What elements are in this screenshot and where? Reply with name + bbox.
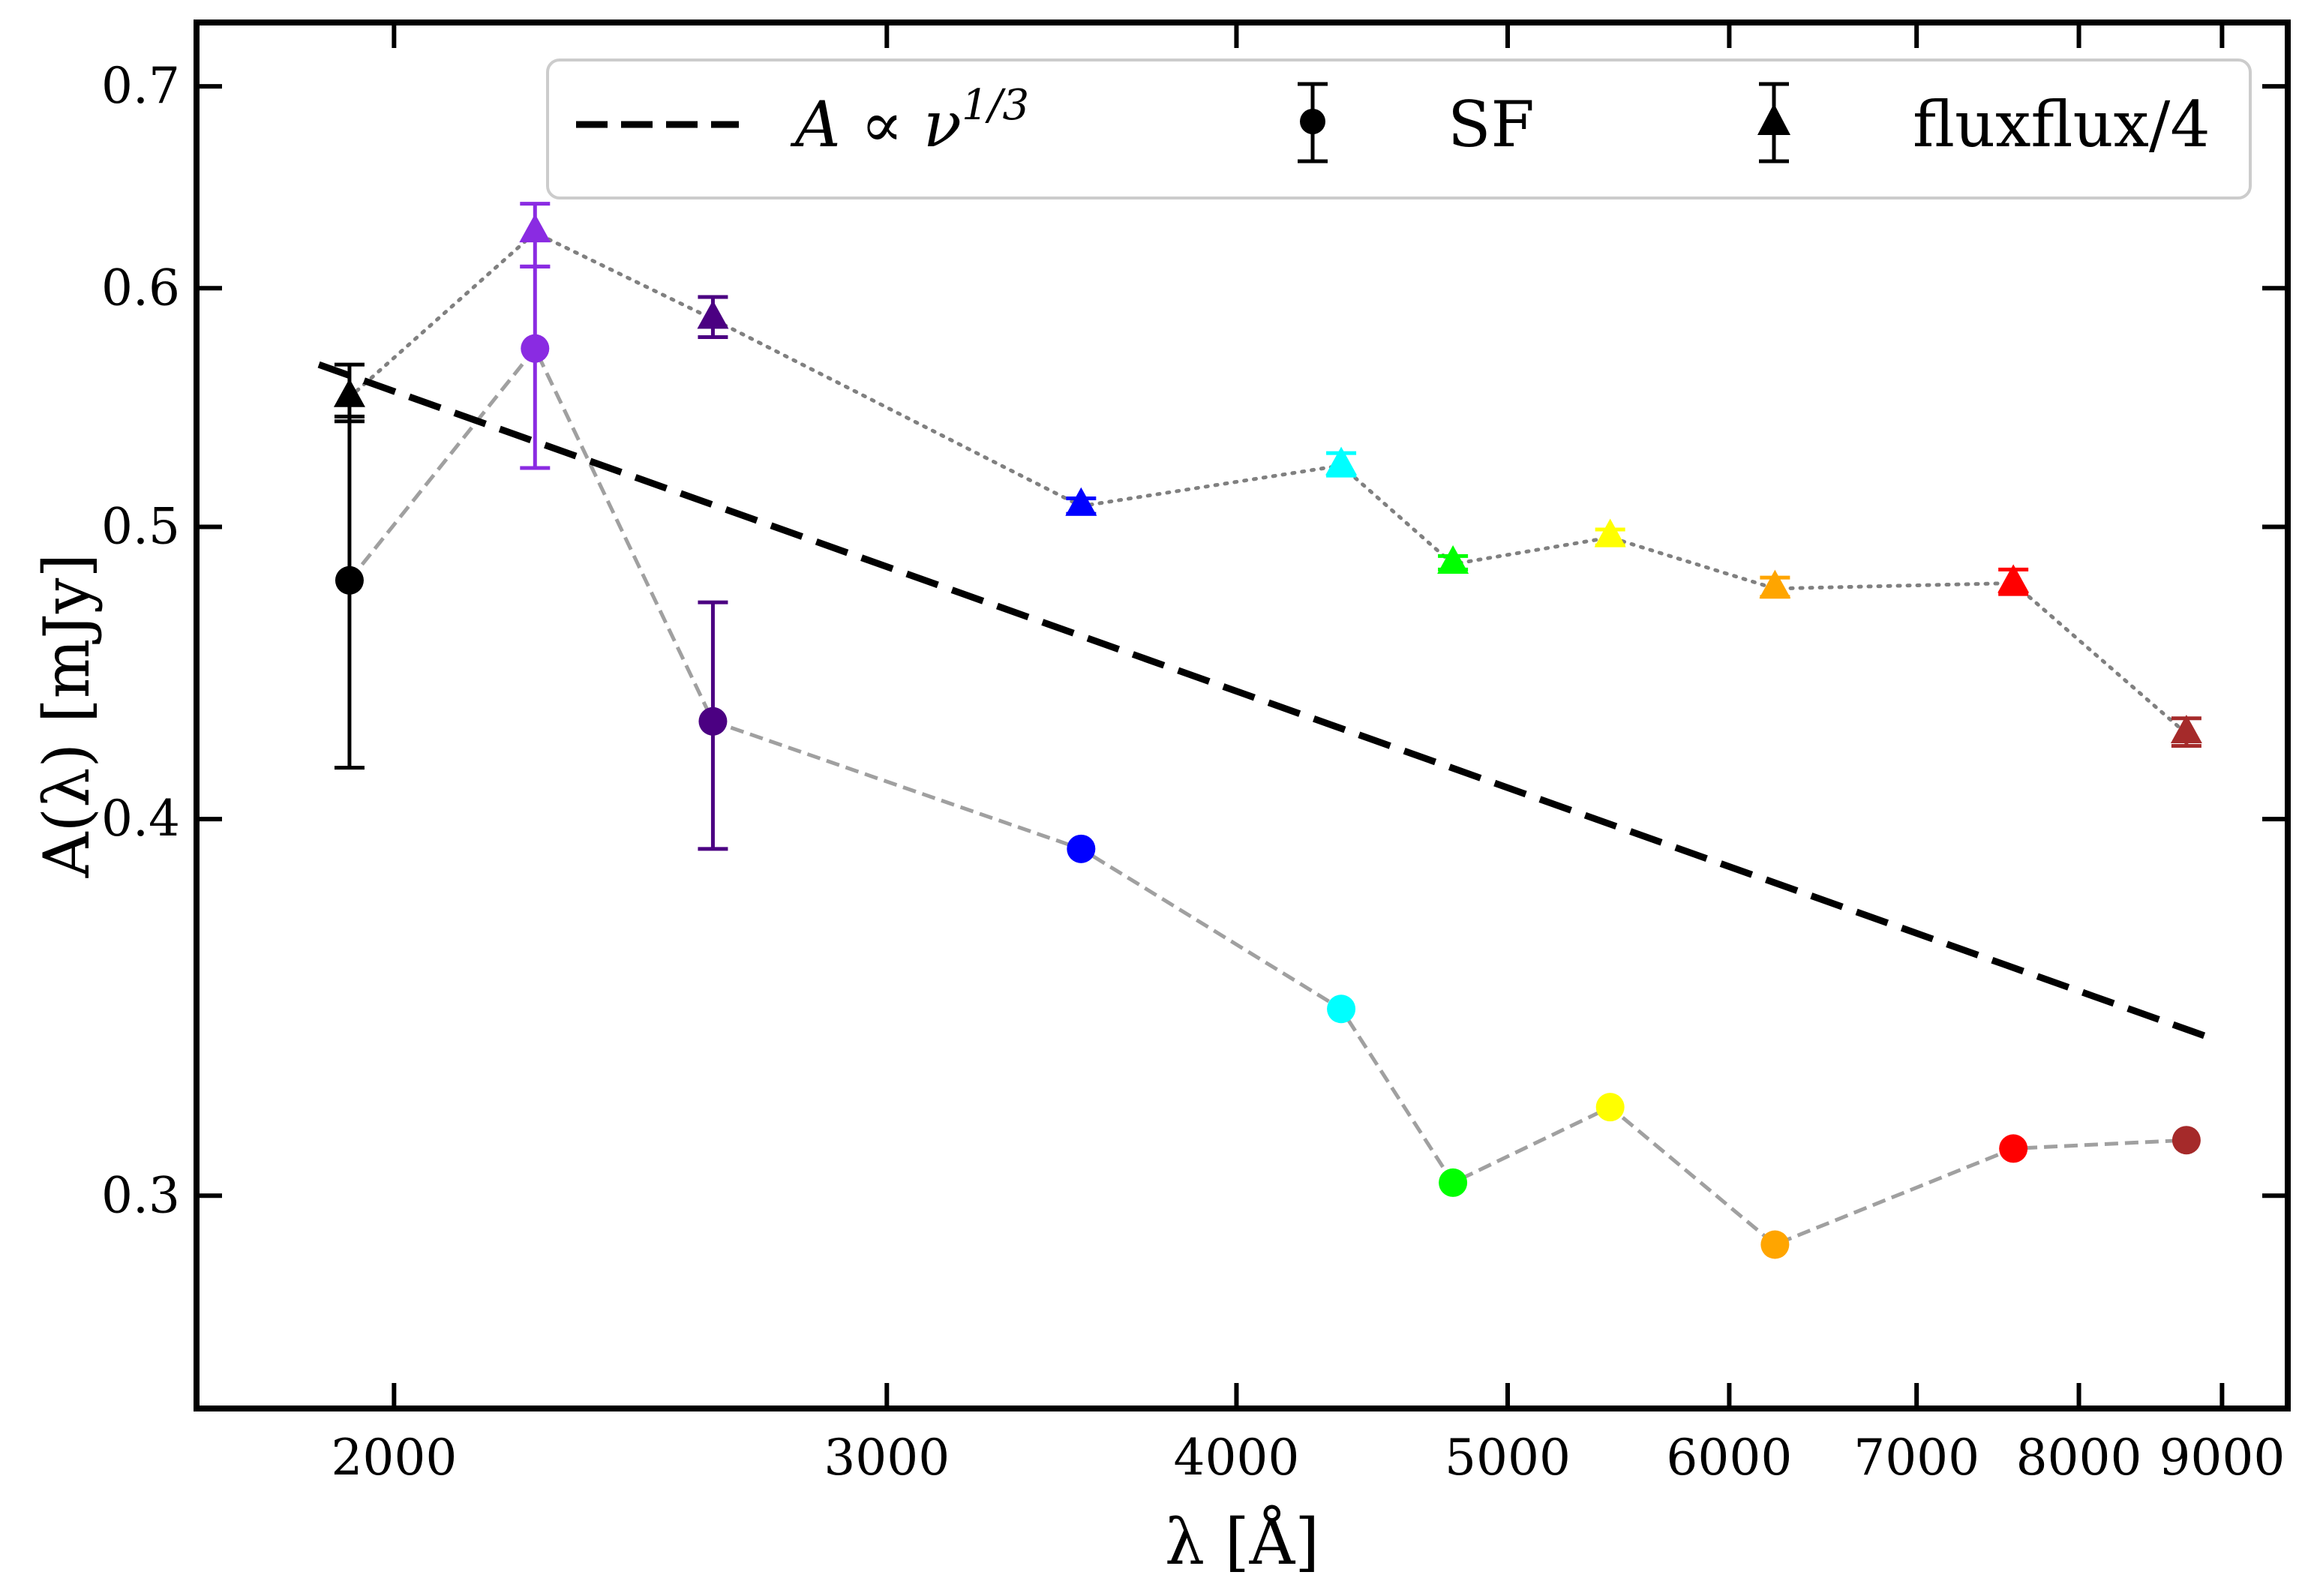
- x-tick-label: 4000: [1173, 1429, 1299, 1486]
- x-tick-label: 5000: [1445, 1429, 1571, 1486]
- sf-point-marker: [2171, 1126, 2201, 1155]
- series-connector: [347, 345, 2187, 1247]
- fluxflux-point-marker: [1759, 569, 1791, 598]
- axes: 2000 3000 4000 5000 6000 7000 8000 9000 0.30.40…: [101, 20, 2291, 1486]
- y-axis-label: A(λ) [mJy]: [30, 554, 104, 878]
- sf-point-marker: [1999, 1134, 2028, 1163]
- sf-point-marker: [1439, 1168, 1468, 1197]
- legend-label-model-main: A ∝ ν: [790, 88, 962, 161]
- legend-label-model: A ∝ ν1/3: [790, 81, 1029, 161]
- fluxflux-point-marker: [2170, 714, 2202, 743]
- x-tick-label: 3000: [824, 1429, 950, 1486]
- y-tick-label: 0.4: [101, 790, 180, 848]
- fluxflux-point-marker: [333, 378, 365, 407]
- sf-point-marker: [1327, 994, 1356, 1024]
- y-tick-label: 0.6: [101, 259, 180, 316]
- sf-point-marker: [335, 566, 364, 595]
- fluxflux-point-marker: [1065, 487, 1097, 516]
- x-tick-label: 8000: [2016, 1429, 2142, 1486]
- x-tick-label: 2000: [331, 1429, 457, 1486]
- sf-point-marker: [698, 706, 728, 736]
- sf-point-marker: [1067, 834, 1096, 863]
- plot-frame: [194, 20, 2291, 1412]
- legend: A ∝ ν1/3 SF fluxflux/4: [546, 58, 2252, 200]
- legend-sf-marker: [1300, 109, 1325, 134]
- legend-label-fluxflux: fluxflux/4: [1913, 88, 2210, 161]
- x-tick-label: 7000: [1853, 1429, 1979, 1486]
- legend-box: [546, 58, 2252, 200]
- fluxflux-point-marker: [1997, 564, 2030, 593]
- fluxflux-point-marker: [1594, 518, 1626, 548]
- fluxflux-point-marker: [1325, 446, 1358, 476]
- fluxflux-point-marker: [697, 300, 729, 329]
- y-tick-label: 0.3: [101, 1166, 180, 1224]
- legend-circle-errorbar-sample: [1298, 82, 1328, 164]
- legend-ff-marker: [1757, 104, 1790, 135]
- marker-layer: [333, 214, 2202, 1259]
- x-axis-label: λ [Å]: [1165, 1504, 1319, 1579]
- legend-triangle-errorbar-sample: [1757, 82, 1790, 164]
- sf-point-marker: [521, 334, 550, 363]
- sf-point-marker: [1595, 1093, 1625, 1122]
- y-ticks: 0.3 0.4 0.5 0.6 0.7: [101, 57, 2288, 1224]
- legend-label-model-exponent: 1/3: [962, 81, 1029, 130]
- x-ticks: 2000 3000 4000 5000 6000 7000 8000 9000: [331, 22, 2285, 1486]
- y-tick-label: 0.7: [101, 57, 180, 115]
- fluxflux-point-marker: [519, 214, 551, 243]
- x-tick-label: 9000: [2159, 1429, 2285, 1486]
- fluxflux-point-marker: [1437, 545, 1469, 574]
- sf-point-marker: [1760, 1230, 1790, 1259]
- legend-label-sf: SF: [1448, 88, 1535, 161]
- x-tick-label: 6000: [1666, 1429, 1792, 1486]
- y-tick-label: 0.5: [101, 498, 180, 556]
- series-connectors: [347, 230, 2189, 1247]
